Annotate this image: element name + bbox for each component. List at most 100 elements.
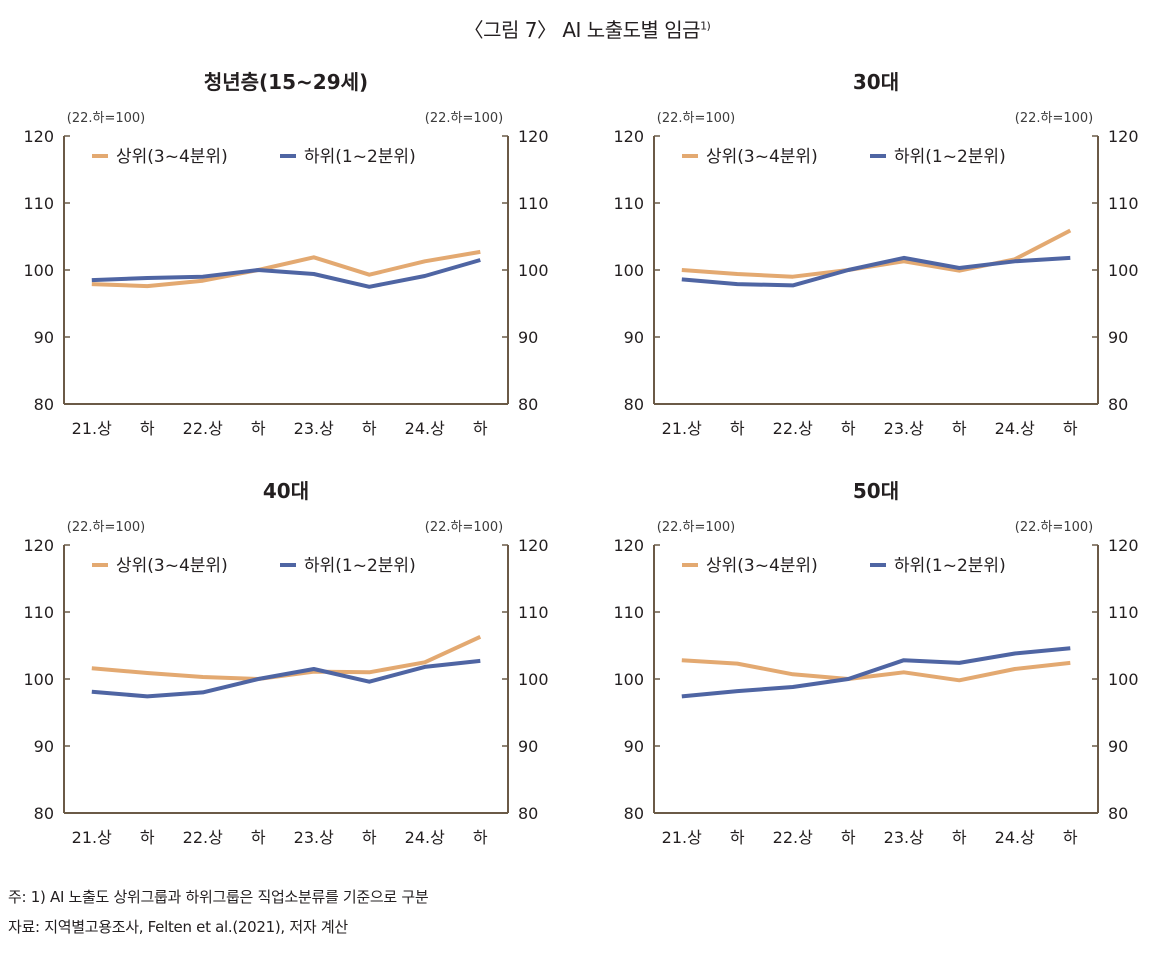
y-tick-label-left: 80	[34, 395, 54, 414]
y-tick-label-right: 90	[1108, 737, 1128, 756]
x-tick-label: 22.상	[183, 828, 223, 847]
y-tick-label-left: 110	[613, 194, 644, 213]
chart-panel-50s: 50대 (22.하=100) (22.하=100) 80 80 90 90 100 100 110…	[590, 467, 1150, 867]
x-tick-label: 22.상	[773, 828, 813, 847]
x-tick-label: 24.상	[405, 419, 445, 438]
x-tick-label: 23.상	[884, 419, 924, 438]
y-tick-label-left: 90	[34, 737, 54, 756]
y-tick-label-left: 80	[624, 395, 644, 414]
series-line-lower	[681, 646, 1071, 699]
y-tick-label-left: 110	[23, 194, 54, 213]
y-tick-label-left: 100	[613, 670, 644, 689]
x-tick-label: 22.상	[183, 419, 223, 438]
y-tick-label-left: 100	[23, 670, 54, 689]
chart-svg: 40대 (22.하=100) (22.하=100) 80 80 90 90 100 100 110…	[23, 479, 549, 847]
x-tick-label: 21.상	[72, 419, 112, 438]
x-tick-label: 23.상	[884, 828, 924, 847]
unit-label-left: (22.하=100)	[657, 111, 735, 126]
y-tick-label-right: 90	[1108, 328, 1128, 347]
y-tick-label-right: 120	[518, 536, 549, 555]
y-tick-label-left: 100	[23, 261, 54, 280]
series-line-upper	[91, 249, 481, 289]
x-tick-label: 하	[473, 828, 488, 847]
y-tick-label-left: 120	[613, 127, 644, 146]
y-tick-label-left: 90	[624, 737, 644, 756]
legend-label-upper: 상위(3~4분위)	[706, 147, 818, 167]
chart-svg: 30대 (22.하=100) (22.하=100) 80 80 90 90 100 100 110…	[613, 70, 1139, 438]
x-tick-label: 하	[952, 419, 967, 438]
x-tick-label: 21.상	[662, 828, 702, 847]
y-tick-label-left: 110	[23, 603, 54, 622]
legend-label-upper: 상위(3~4분위)	[116, 556, 228, 576]
y-tick-label-right: 110	[1108, 603, 1139, 622]
y-tick-label-right: 100	[1108, 670, 1139, 689]
unit-label-left: (22.하=100)	[67, 520, 145, 535]
unit-label-right: (22.하=100)	[425, 520, 503, 535]
footnote: 주: 1) AI 노출도 상위그룹과 하위그룹은 직업소분류를 기준으로 구분	[8, 888, 429, 906]
chart-panel-youth: 청년층(15~29세) (22.하=100) (22.하=100) 80 80 90 90 1…	[0, 58, 560, 458]
y-tick-label-left: 90	[624, 328, 644, 347]
x-tick-label: 하	[473, 419, 488, 438]
chart-svg: 50대 (22.하=100) (22.하=100) 80 80 90 90 100 100 110…	[613, 479, 1139, 847]
y-tick-label-right: 120	[1108, 536, 1139, 555]
y-tick-label-right: 100	[518, 261, 549, 280]
x-tick-label: 22.상	[773, 419, 813, 438]
x-tick-label: 하	[730, 419, 745, 438]
y-tick-label-right: 100	[1108, 261, 1139, 280]
y-tick-label-right: 80	[518, 804, 538, 823]
figure-title: 〈그림 7〉 AI 노출도별 임금1)	[0, 14, 1174, 43]
x-tick-label: 하	[140, 419, 155, 438]
series-line-lower	[91, 258, 481, 289]
legend-label-upper: 상위(3~4분위)	[706, 556, 818, 576]
figure-title-text: 〈그림 7〉 AI 노출도별 임금	[463, 18, 701, 42]
x-tick-label: 하	[251, 419, 266, 438]
chart-title: 40대	[263, 479, 309, 503]
series-line-lower	[91, 658, 481, 699]
y-tick-label-right: 120	[1108, 127, 1139, 146]
y-tick-label-right: 90	[518, 737, 538, 756]
x-tick-label: 24.상	[995, 828, 1035, 847]
y-tick-label-left: 80	[624, 804, 644, 823]
x-tick-label: 하	[251, 828, 266, 847]
y-tick-label-left: 120	[23, 536, 54, 555]
legend-label-lower: 하위(1~2분위)	[894, 147, 1006, 167]
figure-title-note-mark: 1)	[700, 19, 711, 33]
series-line-upper	[681, 228, 1072, 279]
series-line-upper	[681, 658, 1071, 683]
series-line-lower	[681, 255, 1071, 288]
x-tick-label: 21.상	[72, 828, 112, 847]
y-tick-label-right: 100	[518, 670, 549, 689]
y-tick-label-left: 80	[34, 804, 54, 823]
unit-label-left: (22.하=100)	[657, 520, 735, 535]
chart-panel-30s: 30대 (22.하=100) (22.하=100) 80 80 90 90 100 100 110…	[590, 58, 1150, 458]
unit-label-left: (22.하=100)	[67, 111, 145, 126]
x-tick-label: 하	[362, 828, 377, 847]
y-tick-label-right: 80	[1108, 804, 1128, 823]
y-tick-label-right: 110	[1108, 194, 1139, 213]
legend-label-upper: 상위(3~4분위)	[116, 147, 228, 167]
y-tick-label-right: 80	[518, 395, 538, 414]
x-tick-label: 하	[140, 828, 155, 847]
x-tick-label: 하	[362, 419, 377, 438]
y-tick-label-right: 90	[518, 328, 538, 347]
unit-label-right: (22.하=100)	[1015, 520, 1093, 535]
chart-title: 50대	[853, 479, 899, 503]
x-tick-label: 하	[1063, 419, 1078, 438]
y-tick-label-left: 110	[613, 603, 644, 622]
x-tick-label: 하	[730, 828, 745, 847]
source-note: 자료: 지역별고용조사, Felten et al.(2021), 저자 계산	[8, 918, 348, 936]
y-tick-label-right: 80	[1108, 395, 1128, 414]
x-tick-label: 하	[841, 419, 856, 438]
x-tick-label: 하	[841, 828, 856, 847]
y-tick-label-right: 120	[518, 127, 549, 146]
x-tick-label: 23.상	[294, 828, 334, 847]
x-tick-label: 21.상	[662, 419, 702, 438]
y-tick-label-left: 120	[613, 536, 644, 555]
y-tick-label-left: 100	[613, 261, 644, 280]
chart-title: 30대	[853, 70, 899, 94]
chart-svg: 청년층(15~29세) (22.하=100) (22.하=100) 80 80 90 90 1…	[23, 70, 549, 438]
legend-label-lower: 하위(1~2분위)	[304, 147, 416, 167]
x-tick-label: 23.상	[294, 419, 334, 438]
unit-label-right: (22.하=100)	[425, 111, 503, 126]
y-tick-label-right: 110	[518, 194, 549, 213]
